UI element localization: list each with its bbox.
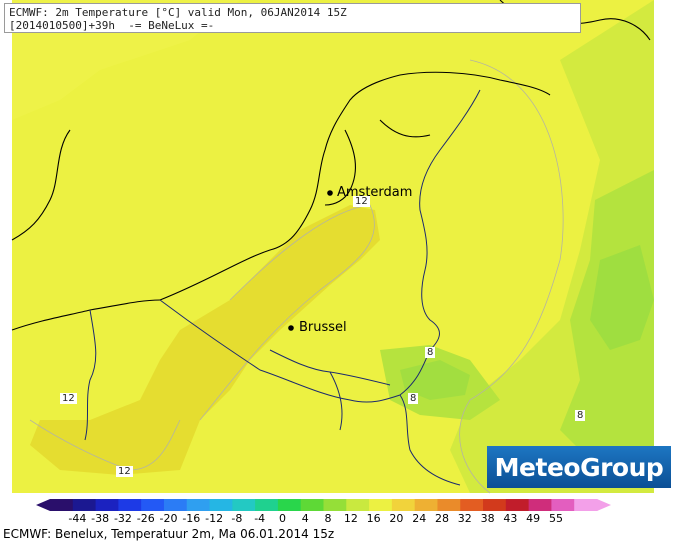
- contour-label: 8: [425, 347, 435, 358]
- footer-caption: ECMWF: Benelux, Temperatuur 2m, Ma 06.01…: [3, 527, 334, 541]
- legend-swatch: [96, 499, 119, 511]
- legend-tick-label: 12: [344, 512, 358, 525]
- legend-swatch: [50, 499, 73, 511]
- legend-tick-label: 28: [435, 512, 449, 525]
- meteogroup-logo: MeteoGroup: [487, 446, 671, 488]
- contour-label: 8: [575, 410, 585, 421]
- legend-tick-label: 20: [389, 512, 403, 525]
- legend-swatch: [73, 499, 96, 511]
- legend-swatch: [346, 499, 369, 511]
- legend-swatch: [210, 499, 233, 511]
- legend-swatch: [574, 499, 597, 511]
- contour-label: 12: [60, 393, 77, 404]
- contour-label: 12: [353, 196, 370, 207]
- legend-tick-label: 55: [549, 512, 563, 525]
- legend-tick-label: 32: [458, 512, 472, 525]
- city-marker-brussel: [288, 325, 294, 331]
- legend-swatch: [255, 499, 278, 511]
- legend-tick-labels: -44 -38 -32 -26 -20 -16 -12 -8 -4 0 4 8 12 16 20 24 28 32…: [0, 512, 691, 526]
- legend-tick-label: 38: [481, 512, 495, 525]
- legend-swatch: [324, 499, 347, 511]
- legend-tick-label: 8: [325, 512, 332, 525]
- legend-swatch: [506, 499, 529, 511]
- legend-swatch: [118, 499, 141, 511]
- legend-tick-label: -20: [160, 512, 178, 525]
- legend-swatch: [141, 499, 164, 511]
- contour-label: 12: [116, 466, 133, 477]
- map-header: ECMWF: 2m Temperature [°C] valid Mon, 06…: [4, 3, 581, 33]
- legend-swatch: [551, 499, 574, 511]
- legend-arrow-high: [597, 499, 611, 511]
- city-marker-amsterdam: [327, 190, 333, 196]
- legend-tick-label: -12: [205, 512, 223, 525]
- city-label-amsterdam: Amsterdam: [337, 185, 412, 200]
- legend-tick-label: -8: [231, 512, 242, 525]
- legend-tick-label: -26: [137, 512, 155, 525]
- legend-tick-label: -44: [68, 512, 86, 525]
- legend-tick-label: 49: [526, 512, 540, 525]
- header-subtitle: [2014010500]+39h -= BeNeLux =-: [9, 19, 214, 32]
- header-title: ECMWF: 2m Temperature [°C] valid Mon, 06…: [9, 6, 347, 19]
- legend-swatch: [392, 499, 415, 511]
- legend-swatch: [415, 499, 438, 511]
- legend-swatch: [460, 499, 483, 511]
- legend-tick-label: -4: [254, 512, 265, 525]
- legend-swatch: [164, 499, 187, 511]
- legend-tick-label: -32: [114, 512, 132, 525]
- legend-tick-label: 0: [279, 512, 286, 525]
- legend-swatch: [483, 499, 506, 511]
- legend-swatch: [301, 499, 324, 511]
- legend-tick-label: 24: [412, 512, 426, 525]
- legend-swatch: [232, 499, 255, 511]
- legend-swatch: [187, 499, 210, 511]
- legend-arrow-low: [36, 499, 50, 511]
- legend-color-bar: [36, 499, 611, 511]
- city-label-brussel: Brussel: [299, 320, 347, 335]
- legend-tick-label: 16: [367, 512, 381, 525]
- legend-swatch: [369, 499, 392, 511]
- legend-swatch: [278, 499, 301, 511]
- legend-tick-label: 4: [302, 512, 309, 525]
- legend-swatch: [529, 499, 552, 511]
- legend-tick-label: -38: [91, 512, 109, 525]
- legend-tick-label: 43: [503, 512, 517, 525]
- legend-swatch: [437, 499, 460, 511]
- contour-label: 8: [408, 393, 418, 404]
- legend-tick-label: -16: [182, 512, 200, 525]
